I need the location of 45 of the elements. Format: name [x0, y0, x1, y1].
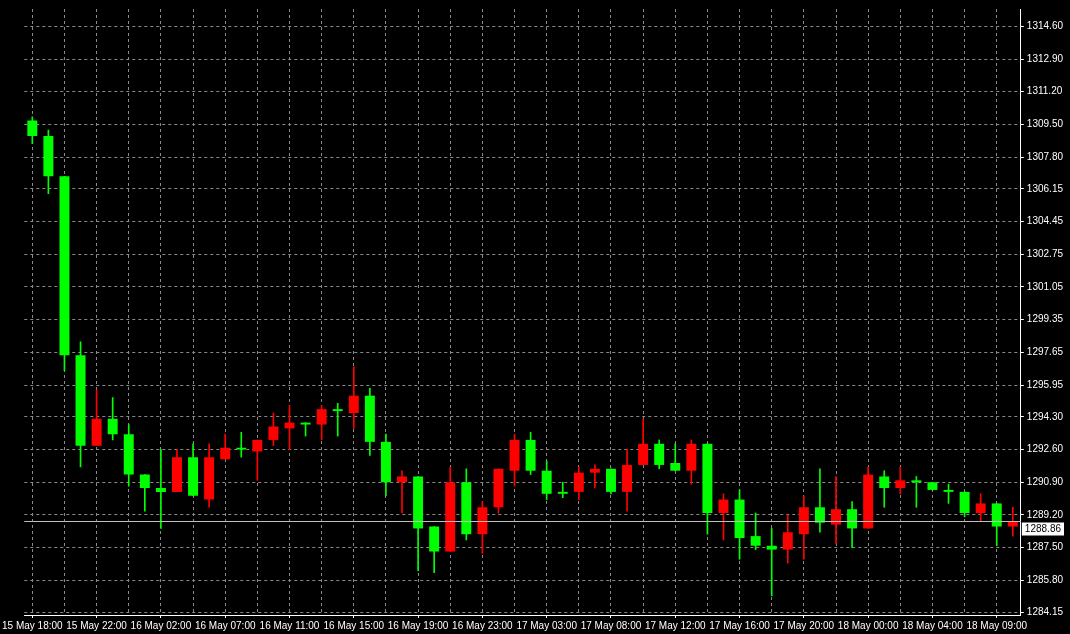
candlestick [831, 476, 841, 545]
x-tick-label: 16 May 11:00 [259, 619, 320, 631]
y-tick-label: 1290.90 [1026, 476, 1064, 488]
y-tick-label: 1297.65 [1026, 346, 1064, 358]
y-tick-label: 1289.20 [1026, 508, 1064, 520]
ref-line-label: 1288.86 [1024, 522, 1062, 534]
candlestick [397, 470, 407, 514]
x-tick-label: 18 May 04:00 [902, 619, 964, 631]
x-tick-label: 16 May 19:00 [387, 619, 449, 631]
candlestick [589, 464, 600, 489]
x-tick-label: 17 May 20:00 [773, 619, 835, 631]
y-tick-label: 1299.35 [1026, 313, 1064, 325]
y-tick-label: 1307.80 [1026, 150, 1064, 162]
candlestick [814, 468, 825, 533]
x-tick-label: 17 May 08:00 [580, 619, 642, 631]
candlestick [236, 431, 247, 458]
x-tick-label: 16 May 23:00 [452, 619, 514, 631]
candlestick [557, 481, 568, 498]
y-tick-label: 1295.95 [1026, 378, 1064, 390]
candlestick [766, 528, 777, 597]
y-tick-label: 1314.60 [1026, 20, 1064, 32]
x-tick-label: 16 May 02:00 [130, 619, 192, 631]
x-tick-label: 18 May 09:00 [966, 619, 1028, 631]
y-tick-label: 1309.50 [1026, 118, 1064, 130]
candlestick [332, 403, 343, 437]
x-tick-label: 17 May 12:00 [644, 619, 706, 631]
y-tick-label: 1285.80 [1026, 574, 1064, 586]
x-tick-label: 16 May 07:00 [194, 619, 256, 631]
y-tick-label: 1312.90 [1026, 52, 1064, 64]
y-tick-label: 1301.05 [1026, 280, 1064, 292]
y-tick-label: 1287.50 [1026, 541, 1064, 553]
x-tick-label: 17 May 16:00 [709, 619, 771, 631]
x-tick-label: 16 May 15:00 [323, 619, 385, 631]
y-tick-label: 1284.15 [1026, 605, 1064, 617]
y-tick-label: 1304.45 [1026, 215, 1064, 227]
candlestick [155, 449, 166, 529]
x-tick-label: 17 May 03:00 [516, 619, 578, 631]
x-tick-label: 18 May 00:00 [837, 619, 899, 631]
x-tick-label: 15 May 18:00 [2, 619, 64, 631]
y-tick-label: 1306.15 [1026, 182, 1064, 194]
y-tick-label: 1302.75 [1026, 248, 1064, 260]
y-tick-label: 1294.30 [1026, 410, 1064, 422]
y-tick-label: 1311.20 [1026, 85, 1063, 97]
x-tick-label: 15 May 22:00 [66, 619, 128, 631]
y-tick-label: 1292.60 [1026, 443, 1064, 455]
